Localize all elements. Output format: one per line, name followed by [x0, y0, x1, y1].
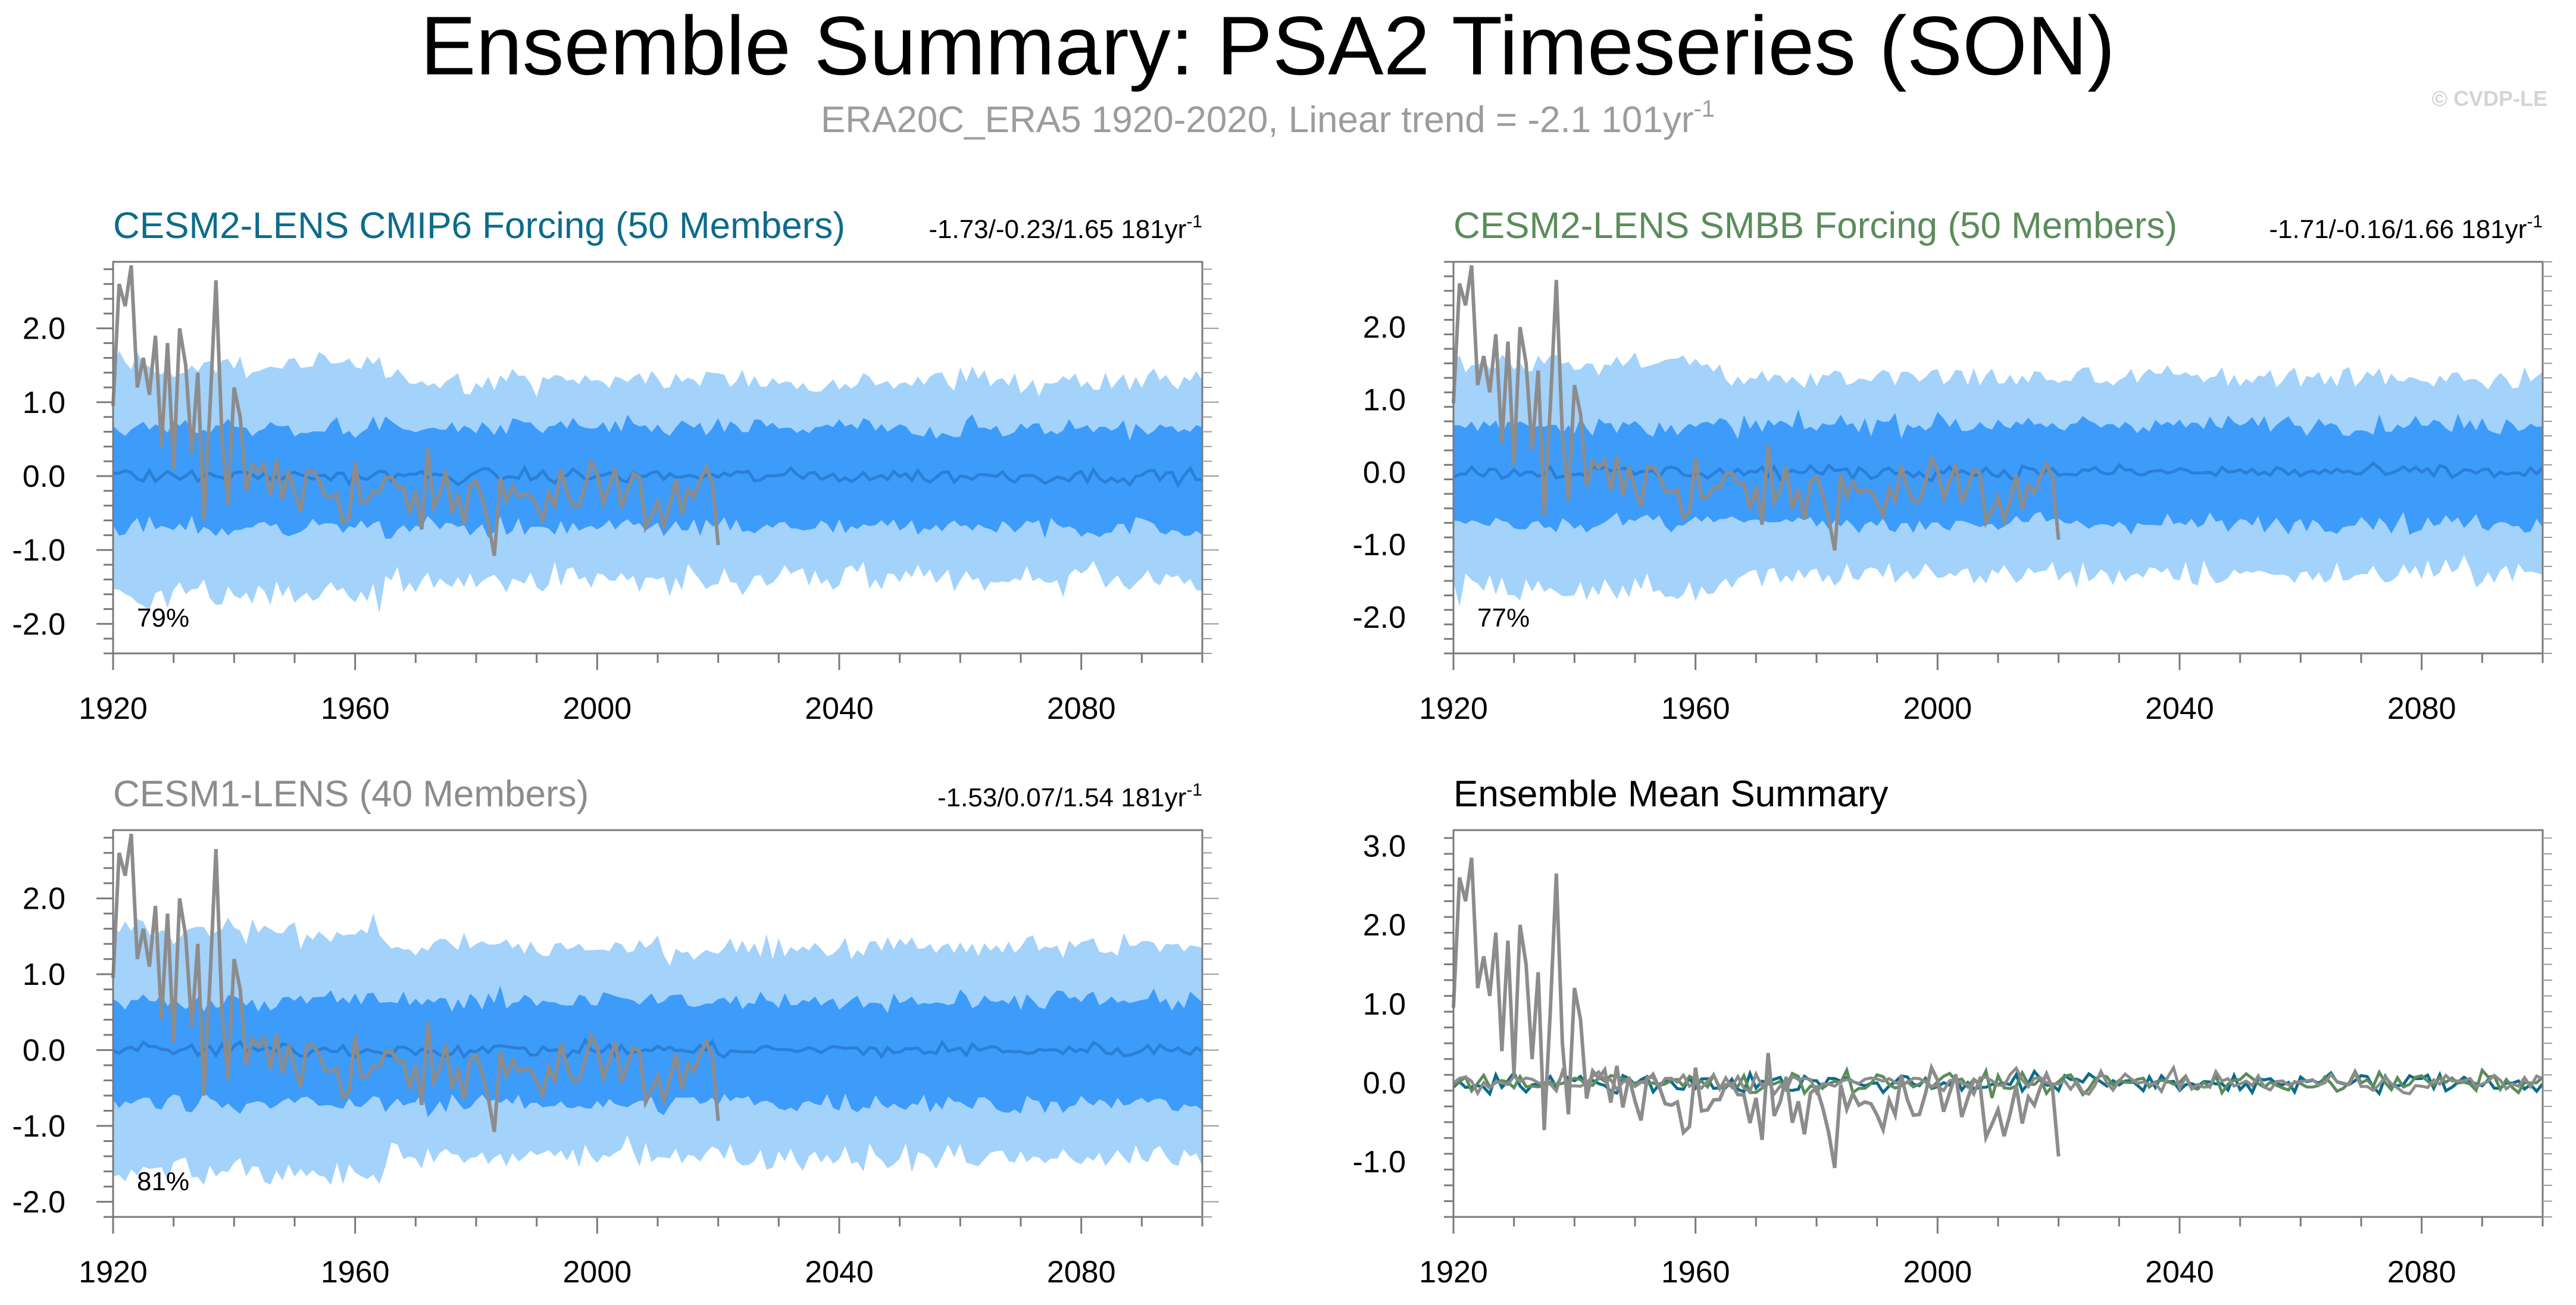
- x-tick-label: 1960: [1661, 1255, 1730, 1290]
- figure-subtitle: ERA20C_ERA5 1920-2020, Linear trend = -2…: [821, 96, 1715, 140]
- x-tick-label: 2040: [2145, 691, 2214, 726]
- y-tick-label: -2.0: [12, 1185, 65, 1220]
- y-tick-label: -1.0: [12, 1109, 65, 1144]
- x-tick-label: 1920: [79, 1255, 148, 1290]
- x-tick-label: 2000: [1903, 1255, 1972, 1290]
- x-tick-label: 2080: [1047, 691, 1116, 726]
- observed-line: [1452, 265, 2061, 551]
- panel-range: -1.73/-0.23/1.65 181yr-1: [929, 212, 1202, 244]
- y-tick-label: 2.0: [1363, 908, 1406, 943]
- x-tick-label: 2000: [1903, 691, 1972, 726]
- x-tick-label: 1920: [79, 691, 148, 726]
- y-tick-label: 1.0: [23, 386, 65, 420]
- y-tick-label: 0.0: [23, 1034, 65, 1068]
- x-tick-label: 2040: [2145, 1255, 2214, 1290]
- x-tick-label: 1920: [1419, 691, 1488, 726]
- x-tick-label: 2080: [1047, 1255, 1116, 1290]
- y-tick-label: 0.0: [1363, 1066, 1406, 1100]
- observed-line: [111, 265, 720, 556]
- y-tick-label: 2.0: [23, 882, 65, 916]
- panel-range: -1.53/0.07/1.54 181yr-1: [937, 780, 1202, 812]
- panel-title: CESM2-LENS CMIP6 Forcing (50 Members): [113, 205, 845, 246]
- panel-title: CESM2-LENS SMBB Forcing (50 Members): [1453, 205, 2177, 246]
- x-tick-label: 2000: [562, 1255, 632, 1290]
- x-tick-label: 1960: [321, 1255, 390, 1290]
- plot-frame: [1452, 829, 2544, 1218]
- y-tick-label: -1.0: [1352, 1145, 1406, 1179]
- y-tick-label: 1.0: [1363, 383, 1406, 418]
- ensemble-mean-line: [112, 1037, 1203, 1060]
- mean-line-2: [1452, 1063, 2544, 1098]
- band-inner: [113, 985, 1202, 1118]
- x-tick-label: 2080: [2387, 1255, 2456, 1290]
- y-tick-label: -1.0: [1352, 528, 1406, 562]
- x-tick-label: 1960: [321, 691, 390, 726]
- x-tick-label: 2000: [562, 691, 632, 726]
- y-tick-label: 3.0: [1363, 830, 1406, 864]
- panel-range: -1.71/-0.16/1.66 181yr-1: [2269, 212, 2543, 244]
- observed-line: [111, 833, 720, 1132]
- band-inner: [1453, 409, 2543, 535]
- percent-label: 81%: [137, 1167, 189, 1196]
- copyright: © CVDP-LE: [2431, 86, 2547, 111]
- percent-label: 77%: [1477, 603, 1530, 633]
- y-tick-label: -1.0: [12, 533, 65, 568]
- y-tick-label: 2.0: [23, 312, 65, 346]
- chart-panel-cesm1: CESM1-LENS (40 Members) -1.53/0.07/1.54 1…: [12, 774, 1219, 1290]
- y-tick-label: 1.0: [23, 957, 65, 992]
- figure-title: Ensemble Summary: PSA2 Timeseries (SON): [420, 0, 2115, 92]
- y-tick-label: 0.0: [1363, 455, 1406, 490]
- x-tick-label: 2040: [805, 691, 874, 726]
- panel-title: CESM1-LENS (40 Members): [113, 774, 589, 815]
- band-inner: [113, 414, 1202, 539]
- chart-panel-cesm2-cmip6: CESM2-LENS CMIP6 Forcing (50 Members) -1.…: [12, 205, 1219, 726]
- percent-label: 79%: [137, 603, 189, 633]
- y-tick-label: -2.0: [1352, 600, 1406, 635]
- x-tick-label: 2040: [805, 1255, 874, 1290]
- y-tick-label: 0.0: [23, 459, 65, 494]
- ensemble-mean-line: [112, 464, 1203, 489]
- panel-title: Ensemble Mean Summary: [1453, 774, 1889, 815]
- x-tick-label: 1960: [1661, 691, 1730, 726]
- x-tick-label: 2080: [2387, 691, 2456, 726]
- ensemble-mean-line: [1452, 461, 2544, 483]
- y-tick-label: 1.0: [1363, 987, 1406, 1022]
- chart-panel-ens-mean: Ensemble Mean Summary 1920 1960 2000 2040 208…: [1352, 774, 2552, 1290]
- x-tick-label: 1920: [1419, 1255, 1488, 1290]
- observed-line: [1452, 858, 2061, 1169]
- chart-panel-cesm2-smbb: CESM2-LENS SMBB Forcing (50 Members) -1.7…: [1352, 205, 2552, 726]
- y-tick-label: 2.0: [1363, 311, 1406, 345]
- y-tick-label: -2.0: [12, 607, 65, 641]
